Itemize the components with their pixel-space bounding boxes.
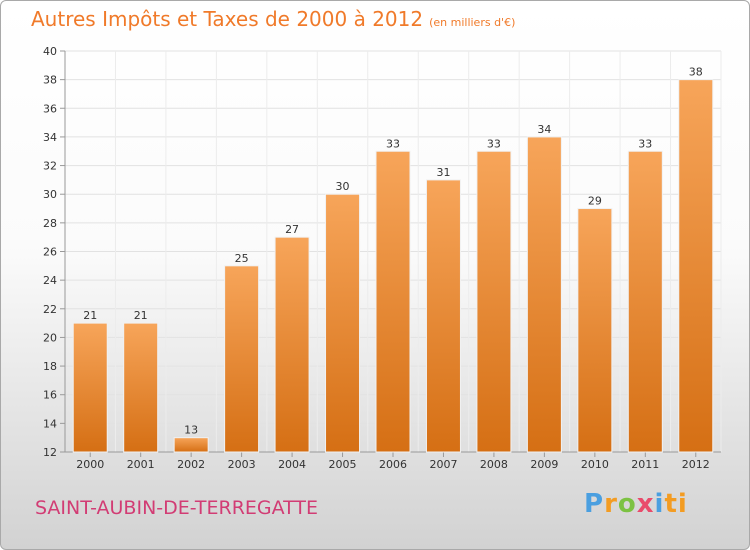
- proxiti-logo: Proxiti: [584, 489, 688, 519]
- y-tick-label: 24: [43, 274, 57, 287]
- x-tick-label: 2005: [329, 458, 357, 471]
- brand-letter: ti: [664, 489, 688, 519]
- y-tick-label: 28: [43, 217, 57, 230]
- bar: [577, 208, 613, 453]
- bar: [678, 79, 714, 453]
- chart-title-text: Autres Impôts et Taxes de 2000 à 2012: [31, 7, 424, 31]
- y-tick-label: 40: [43, 45, 57, 58]
- x-tick-label: 2002: [177, 458, 205, 471]
- y-tick-label: 30: [43, 188, 57, 201]
- data-label: 33: [638, 137, 652, 150]
- y-tick-label: 18: [43, 360, 57, 373]
- bar: [123, 322, 159, 453]
- x-tick-label: 2011: [631, 458, 659, 471]
- bar: [627, 150, 663, 453]
- y-tick-label: 36: [43, 102, 57, 115]
- y-tick-label: 32: [43, 160, 57, 173]
- brand-letter: i: [654, 489, 665, 519]
- bar: [325, 193, 361, 453]
- data-label: 33: [487, 137, 501, 150]
- data-label: 29: [588, 195, 602, 208]
- y-tick-label: 22: [43, 303, 57, 316]
- labels: 12 14 16 18 20 22 24 26 28 30 32 34 36 38 40 21 2000 21 20…: [43, 45, 710, 471]
- x-tick-label: 2001: [127, 458, 155, 471]
- commune-name: SAINT-AUBIN-DE-TERREGATTE: [35, 497, 319, 519]
- chart-title: Autres Impôts et Taxes de 2000 à 2012 (en…: [31, 7, 515, 31]
- brand-letter: r: [604, 489, 618, 519]
- data-label: 27: [285, 223, 299, 236]
- bar: [224, 265, 260, 453]
- y-tick-label: 38: [43, 74, 57, 87]
- bar: [526, 136, 562, 453]
- y-tick-label: 26: [43, 246, 57, 259]
- brand-letter: P: [584, 489, 605, 519]
- data-label: 21: [134, 309, 148, 322]
- x-tick-label: 2000: [76, 458, 104, 471]
- x-tick-label: 2006: [379, 458, 407, 471]
- bars: [72, 79, 714, 453]
- x-tick-label: 2007: [429, 458, 457, 471]
- data-label: 30: [336, 180, 350, 193]
- bar: [425, 179, 461, 453]
- x-tick-label: 2012: [682, 458, 710, 471]
- y-tick-label: 14: [43, 417, 57, 430]
- data-label: 34: [537, 123, 551, 136]
- bar: [173, 437, 209, 453]
- data-label: 38: [689, 66, 703, 79]
- x-tick-label: 2003: [228, 458, 256, 471]
- bar: [274, 236, 310, 453]
- bar: [72, 322, 108, 453]
- x-tick-label: 2008: [480, 458, 508, 471]
- brand-letter: o: [617, 489, 637, 519]
- y-tick-label: 34: [43, 131, 57, 144]
- y-tick-label: 12: [43, 446, 57, 459]
- data-label: 25: [235, 252, 249, 265]
- data-label: 13: [184, 424, 198, 437]
- bar: [375, 150, 411, 453]
- x-tick-label: 2009: [530, 458, 558, 471]
- x-tick-label: 2010: [581, 458, 609, 471]
- brand-letter: x: [636, 489, 655, 519]
- x-tick-label: 2004: [278, 458, 306, 471]
- chart-subtitle: (en milliers d'€): [429, 16, 516, 29]
- bar: [476, 150, 512, 453]
- data-label: 33: [386, 137, 400, 150]
- y-tick-label: 16: [43, 389, 57, 402]
- y-tick-label: 20: [43, 331, 57, 344]
- data-label: 31: [436, 166, 450, 179]
- data-label: 21: [83, 309, 97, 322]
